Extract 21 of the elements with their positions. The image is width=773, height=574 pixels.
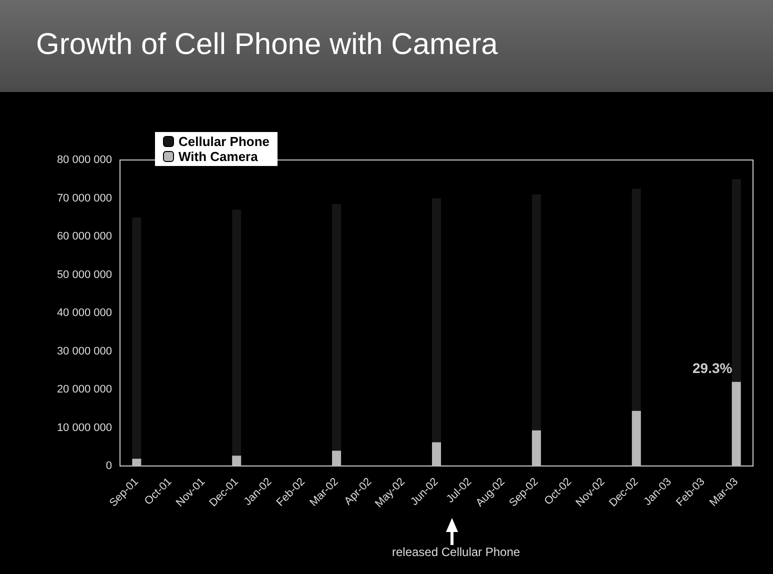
y-tick-label: 80 000 000 (56, 154, 112, 166)
chart-title: Growth of Cell Phone with Camera (36, 28, 498, 62)
y-tick-label: 70 000 000 (56, 192, 112, 204)
legend-label: Cellular Phone (178, 134, 270, 149)
text: released Cellular Phone (392, 545, 520, 559)
bar (632, 410, 641, 466)
bar (232, 456, 242, 466)
legend-label: With Camera (178, 149, 259, 164)
y-tick-label: 0 (106, 460, 112, 472)
y-tick-label: 10 000 000 (56, 422, 112, 434)
annotation: 29.3% (692, 360, 733, 376)
bar (432, 442, 441, 466)
y-tick-label: 40 000 000 (56, 307, 112, 319)
bar (132, 458, 142, 466)
bar (532, 430, 541, 466)
y-tick-label: 50 000 000 (56, 268, 112, 281)
y-tick-label: 30 000 000 (56, 345, 112, 358)
y-tick-label: 60 000 000 (56, 230, 112, 242)
y-tick-label: 20 000 000 (56, 384, 112, 396)
bar (332, 450, 342, 466)
bar (732, 382, 741, 466)
